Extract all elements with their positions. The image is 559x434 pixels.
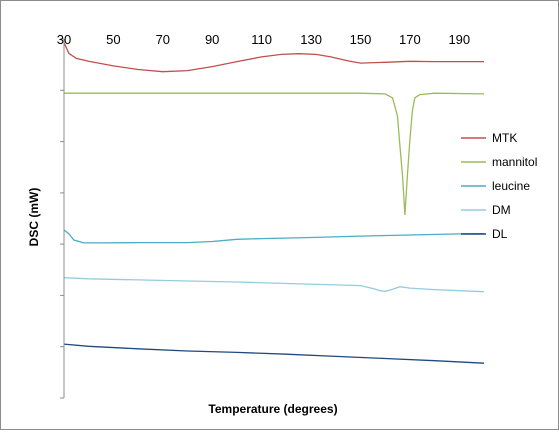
x-axis-tick-labels: 30 50 70 90 110 130 150 170 190 xyxy=(57,32,470,47)
series-line-leucine xyxy=(63,229,485,244)
x-tick-label: 30 xyxy=(57,32,71,47)
series-layer xyxy=(63,42,485,364)
x-tick-label: 190 xyxy=(448,32,470,47)
series-line-dm xyxy=(63,277,485,293)
x-tick-label: 90 xyxy=(205,32,219,47)
legend: MTK mannitol leucine DM DL xyxy=(461,131,537,241)
x-axis-title: Temperature (degrees) xyxy=(208,402,337,416)
x-tick-label: 150 xyxy=(350,32,372,47)
legend-label-leucine: leucine xyxy=(492,179,530,193)
series-line-dl xyxy=(63,343,485,364)
y-axis-title: DSC (mW) xyxy=(27,188,41,247)
x-tick-label: 70 xyxy=(156,32,170,47)
legend-label-mtk: MTK xyxy=(492,131,517,145)
legend-label-dl: DL xyxy=(492,227,508,241)
x-tick-label: 130 xyxy=(300,32,322,47)
x-tick-label: 170 xyxy=(399,32,421,47)
legend-label-mannitol: mannitol xyxy=(492,155,537,169)
x-tick-label: 110 xyxy=(251,32,272,47)
y-axis-ticks xyxy=(60,38,64,399)
legend-label-dm: DM xyxy=(492,203,511,217)
series-line-mannitol xyxy=(64,92,485,215)
x-tick-label: 50 xyxy=(106,32,120,47)
series-line-mtk xyxy=(63,42,484,73)
